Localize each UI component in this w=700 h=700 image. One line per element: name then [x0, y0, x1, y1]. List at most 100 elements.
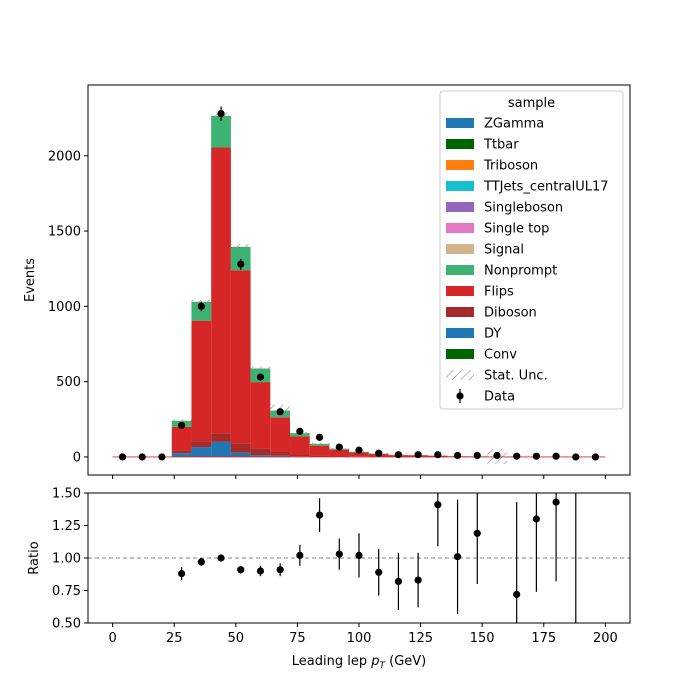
- bar-dy-5: [211, 441, 231, 457]
- main-panel: 0 500 1000 1500 2000 Events sample ZGamma Ttba…: [23, 84, 631, 479]
- data-point-9: [296, 427, 304, 435]
- x-axis-label-var: p: [370, 654, 379, 669]
- data-point-7: [256, 373, 265, 381]
- bar-diboson-4: [191, 441, 212, 448]
- x-tick-label-0: 0: [108, 631, 116, 646]
- ratio-point-5: [276, 566, 284, 574]
- ratio-y-tick-label-2: 1.00: [52, 552, 81, 567]
- stat-unc-10: [309, 442, 330, 446]
- data-point-16: [434, 451, 442, 459]
- bar-flips-7: [250, 382, 271, 449]
- bar-dy-4: [191, 447, 212, 457]
- bar-diboson-10: [309, 455, 330, 457]
- bar-diboson-9: [290, 454, 310, 457]
- ratio-x-ticks: 0 25 50 75 100 125 150 175 200: [108, 623, 618, 646]
- legend-label-3: TTJets_centralUL17: [483, 180, 609, 195]
- legend-swatch-5: [446, 223, 474, 233]
- legend-swatch-9: [446, 307, 474, 317]
- bar-flips-5: [211, 147, 231, 434]
- x-tick-label-75: 75: [289, 631, 306, 646]
- data-point-12: [355, 446, 363, 454]
- legend-swatch-13: [456, 392, 464, 400]
- bar-flips-11: [329, 449, 350, 457]
- legend-label-13: Data: [484, 390, 515, 405]
- x-tick-label-200: 200: [593, 631, 618, 646]
- legend-label-6: Signal: [484, 243, 524, 258]
- legend-box: [439, 90, 624, 410]
- x-tick-label-125: 125: [408, 631, 433, 646]
- data-point-11: [335, 443, 343, 451]
- bar-diboson-7: [250, 448, 271, 456]
- legend-swatch-0: [446, 118, 474, 128]
- ratio-y-tick-label-1: 0.75: [52, 584, 81, 599]
- x-tick-label-100: 100: [347, 631, 372, 646]
- ratio-point-16: [513, 590, 521, 599]
- bar-nonprompt-5: [211, 115, 231, 148]
- ratio-y-tick-label-0: 0.50: [52, 617, 81, 632]
- data-point-21: [532, 452, 540, 460]
- main-y-ticks: 0 500 1000 1500 2000: [48, 149, 88, 465]
- stat-unc-7: [250, 366, 271, 371]
- data-point-1: [138, 453, 146, 461]
- x-axis-label-prefix: Leading lep: [292, 654, 371, 669]
- x-tick-label-50: 50: [228, 631, 245, 646]
- ratio-point-4: [256, 567, 265, 575]
- legend-swatch-12: [446, 370, 474, 380]
- y-tick-label-1500: 1500: [48, 225, 81, 240]
- data-point-3: [178, 421, 186, 429]
- legend-swatch-3: [446, 181, 474, 191]
- data-point-4: [197, 302, 205, 310]
- ratio-y-ticks: 0.50 0.75 1.00 1.25 1.50: [52, 487, 88, 632]
- data-point-15: [414, 451, 422, 459]
- x-axis-label-sub: T: [379, 661, 386, 671]
- ratio-point-2: [217, 554, 225, 562]
- x-axis-label-unit: (GeV): [385, 654, 426, 669]
- legend-label-10: DY: [484, 327, 501, 342]
- legend-label-5: Single top: [484, 222, 549, 237]
- bar-dy-7: [250, 455, 271, 457]
- legend-label-0: ZGamma: [484, 117, 544, 132]
- legend: sample ZGamma Ttbar Triboson TTJets_centralU…: [439, 90, 624, 410]
- ratio-y-tick-label-3: 1.25: [52, 519, 81, 534]
- main-plot-area: [112, 106, 606, 465]
- data-point-17: [453, 451, 462, 460]
- ratio-point-15: [473, 529, 481, 537]
- bar-flips-4: [191, 320, 212, 442]
- data-point-24: [591, 453, 600, 461]
- legend-title: sample: [508, 96, 555, 111]
- ratio-plot-area: [88, 493, 630, 623]
- legend-swatch-10: [446, 328, 474, 338]
- legend-label-12: Stat. Unc.: [484, 369, 548, 384]
- ratio-point-3: [237, 566, 245, 574]
- ratio-panel: 0.50 0.75 1.00 1.25 1.50 0 25 50 75 100 125 150 175…: [27, 487, 631, 671]
- x-tick-label-175: 175: [531, 631, 556, 646]
- ratio-point-13: [434, 501, 442, 509]
- ratio-point-14: [453, 553, 462, 561]
- bar-flips-8: [270, 417, 291, 452]
- main-y-axis-label: Events: [23, 258, 38, 302]
- x-axis-label: Leading lep pT (GeV): [292, 654, 426, 671]
- bar-flips-9: [290, 436, 310, 455]
- bar-dy-8: [270, 455, 291, 457]
- legend-swatch-8: [446, 286, 474, 296]
- data-point-18: [473, 451, 481, 460]
- legend-swatch-7: [446, 265, 474, 275]
- data-point-5: [217, 110, 225, 118]
- data-point-13: [375, 449, 383, 457]
- bar-diboson-8: [270, 451, 291, 456]
- ratio-point-11: [394, 577, 403, 586]
- y-tick-label-2000: 2000: [48, 149, 81, 164]
- bar-flips-6: [230, 270, 251, 444]
- data-point-14: [394, 451, 403, 459]
- legend-label-4: Singleboson: [484, 201, 563, 216]
- bar-diboson-5: [211, 433, 231, 442]
- y-tick-label-1000: 1000: [48, 300, 81, 315]
- bar-dy-3: [171, 453, 192, 457]
- data-point-22: [552, 452, 560, 460]
- ratio-point-0: [178, 570, 186, 578]
- ratio-point-6: [296, 551, 304, 560]
- legend-swatch-2: [446, 160, 474, 170]
- legend-label-7: Nonprompt: [484, 264, 557, 279]
- main-x-ticks: [112, 475, 606, 479]
- legend-swatch-11: [446, 349, 474, 359]
